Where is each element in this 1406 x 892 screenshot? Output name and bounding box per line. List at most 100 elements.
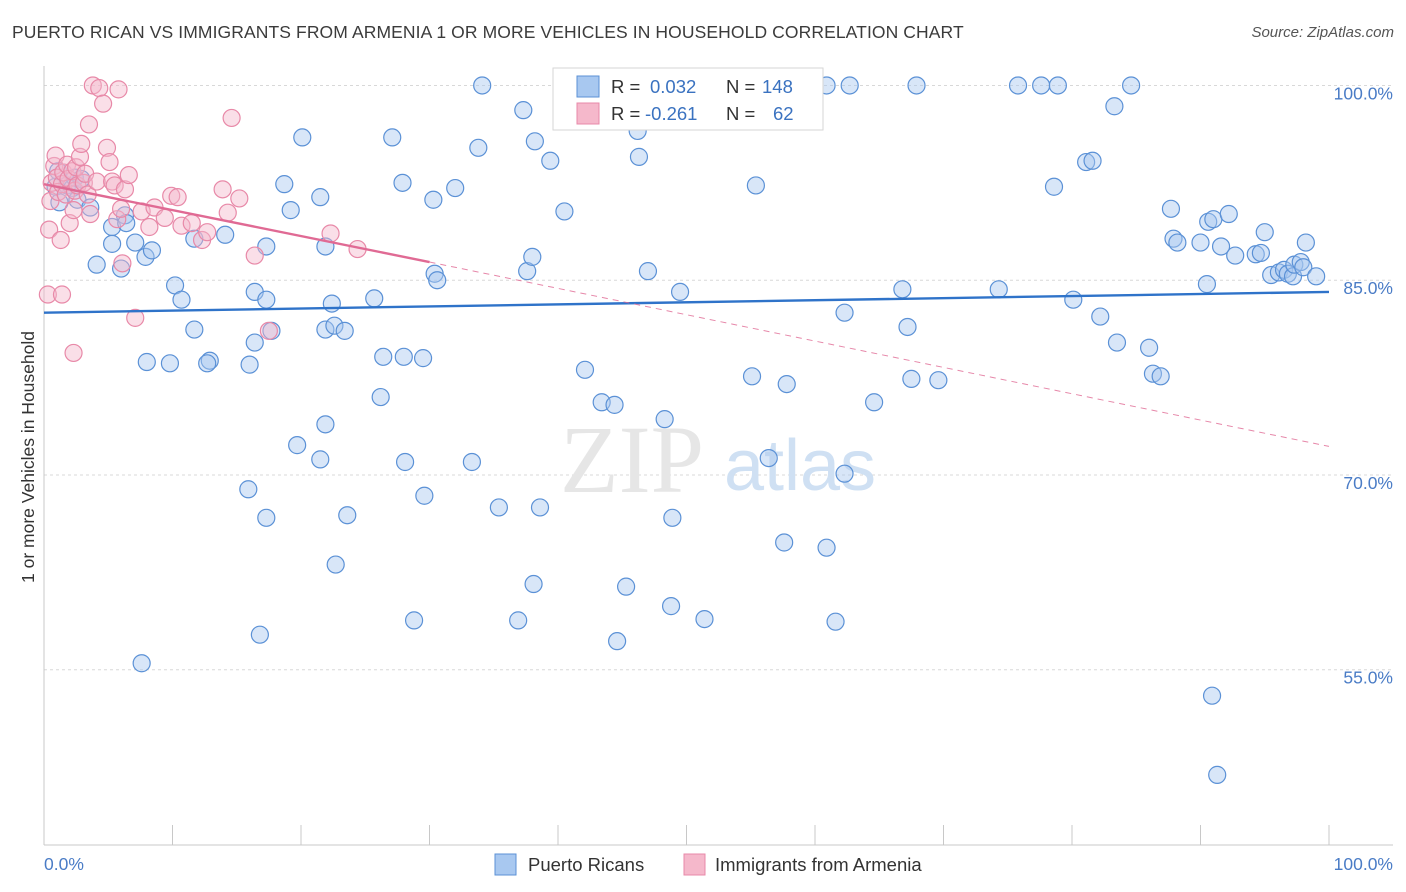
chart-title: PUERTO RICAN VS IMMIGRANTS FROM ARMENIA … — [12, 22, 964, 42]
trend-lines — [43, 182, 1330, 447]
data-point — [79, 115, 99, 134]
data-point — [111, 199, 131, 218]
data-point — [245, 333, 264, 352]
data-point — [72, 134, 91, 153]
data-point — [835, 303, 854, 322]
data-point — [617, 577, 636, 596]
data-point — [907, 76, 926, 95]
data-point — [288, 436, 307, 455]
data-point — [541, 151, 560, 170]
data-point — [518, 262, 537, 281]
data-point — [655, 410, 674, 429]
stats-n-label: N = — [726, 76, 755, 97]
trend-line-puerto-ricans — [43, 290, 1330, 314]
data-point — [168, 188, 187, 207]
data-point — [222, 108, 241, 128]
data-point — [142, 241, 162, 260]
data-point — [629, 147, 649, 166]
data-point — [1077, 152, 1096, 172]
data-point — [338, 506, 357, 525]
data-point — [989, 280, 1008, 299]
data-point — [865, 393, 884, 412]
data-point — [1278, 264, 1297, 283]
x-tick-labels: 0.0% 100.0% — [44, 854, 1393, 874]
data-point — [383, 128, 402, 147]
data-point — [316, 320, 335, 339]
data-point — [239, 480, 258, 499]
data-point — [259, 321, 278, 340]
grid-lines — [44, 84, 1393, 671]
stats-n-value: 62 — [773, 103, 794, 124]
data-point — [371, 387, 390, 407]
data-point — [1064, 290, 1083, 309]
legend-swatch-puerto-ricans — [494, 853, 517, 876]
data-point — [257, 290, 276, 309]
data-point — [835, 464, 854, 483]
data-point — [1226, 246, 1245, 265]
data-point — [1291, 252, 1310, 272]
data-point — [81, 204, 100, 224]
data-point — [109, 80, 128, 99]
y-tick-label: 100.0% — [1334, 83, 1393, 103]
data-point — [424, 190, 443, 209]
data-point — [90, 78, 109, 98]
data-point — [100, 152, 119, 172]
data-point — [108, 210, 127, 229]
data-point — [162, 186, 181, 205]
data-point — [893, 280, 912, 299]
data-point — [777, 374, 796, 394]
data-point — [1032, 76, 1051, 95]
data-point — [117, 213, 136, 233]
data-point — [1083, 151, 1102, 170]
data-point — [670, 282, 690, 302]
legend-label-puerto-ricans: Puerto Ricans — [528, 854, 644, 875]
stats-r-value: -0.261 — [645, 103, 697, 124]
data-point — [281, 201, 300, 220]
data-point — [1161, 199, 1181, 218]
data-point — [321, 224, 340, 243]
data-point — [119, 165, 138, 185]
data-point — [245, 246, 264, 265]
y-tick-labels: 55.0% 70.0% 85.0% 100.0% — [1334, 83, 1393, 687]
data-point — [240, 355, 259, 374]
source-credit: Source: ZipAtlas.com — [1251, 24, 1394, 41]
data-point — [41, 191, 60, 211]
data-point — [469, 138, 488, 157]
data-point — [489, 498, 508, 517]
data-point — [230, 189, 249, 208]
stats-legend-swatch-blue — [576, 75, 600, 98]
x-tick-label: 100.0% — [1334, 854, 1393, 874]
data-point — [902, 369, 921, 388]
data-point — [172, 290, 191, 309]
data-point — [759, 448, 778, 468]
data-point — [393, 173, 412, 192]
stats-r-label: R = — [611, 103, 640, 124]
data-point — [608, 632, 627, 651]
data-point — [394, 347, 413, 366]
data-point — [250, 625, 269, 644]
data-point — [524, 574, 543, 594]
data-point — [446, 178, 465, 198]
data-point — [1294, 258, 1313, 277]
data-point — [826, 612, 845, 631]
stats-legend: R = 0.032 N = 148 R = -0.261 N = 62 — [552, 67, 824, 131]
stats-legend-swatch-pink — [576, 102, 600, 125]
data-point — [365, 289, 384, 308]
legend-swatch-armenia — [683, 853, 706, 876]
data-point — [198, 354, 217, 373]
data-point — [316, 415, 335, 434]
data-point — [775, 533, 794, 552]
data-point — [555, 202, 574, 221]
data-point — [38, 285, 57, 304]
data-point — [1307, 267, 1326, 286]
data-point — [40, 220, 59, 239]
stats-r-value: 0.032 — [650, 76, 696, 97]
data-point — [87, 255, 106, 274]
data-point — [335, 321, 354, 340]
data-point — [1008, 76, 1028, 95]
data-point — [1091, 307, 1110, 326]
data-point — [1048, 76, 1067, 95]
data-point — [1208, 765, 1227, 784]
data-point — [67, 158, 86, 177]
data-point — [213, 180, 232, 199]
